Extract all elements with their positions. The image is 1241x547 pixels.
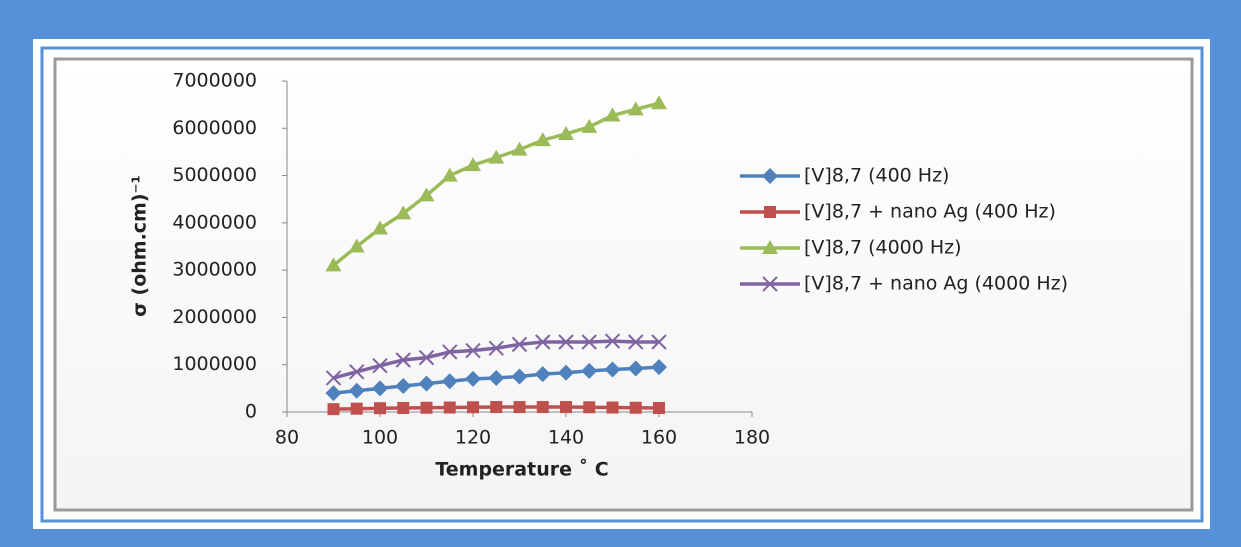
y-tick-label: 5000000	[172, 164, 257, 186]
legend-label: [V]8,7 + nano Ag (400 Hz)	[804, 201, 1056, 223]
data-point	[465, 370, 481, 387]
x-tick-label: 80	[275, 427, 299, 449]
data-point	[581, 118, 598, 133]
data-point	[348, 382, 365, 399]
data-point	[372, 220, 388, 235]
data-point	[581, 334, 597, 350]
data-point	[558, 125, 574, 140]
data-point	[488, 340, 504, 356]
x-tick-label: 120	[455, 427, 491, 449]
data-point	[651, 334, 667, 350]
data-point	[395, 205, 412, 220]
data-point	[558, 364, 574, 381]
data-point	[420, 401, 433, 414]
data-point	[465, 342, 481, 359]
data-point	[488, 369, 505, 386]
data-point	[418, 187, 435, 202]
data-point	[627, 360, 644, 377]
data-point	[350, 402, 363, 415]
data-point	[653, 401, 665, 414]
data-point	[372, 357, 388, 374]
data-point	[604, 333, 621, 349]
data-point	[535, 334, 551, 350]
data-point	[558, 334, 574, 350]
data-point	[511, 336, 528, 353]
y-tick-label: 0	[245, 401, 257, 423]
data-point	[534, 132, 551, 147]
data-point	[465, 157, 481, 172]
data-point	[325, 370, 342, 386]
x-tick-label: 140	[548, 427, 584, 449]
data-point	[627, 101, 644, 116]
data-point	[511, 141, 528, 156]
data-point	[604, 107, 621, 122]
y-tick-label: 2000000	[172, 306, 257, 328]
data-point	[325, 385, 342, 402]
x-tick-label: 100	[362, 427, 398, 449]
data-point	[397, 401, 410, 414]
data-point	[348, 238, 365, 253]
data-point	[629, 401, 642, 414]
data-point	[441, 167, 458, 182]
y-tick-label: 4000000	[172, 211, 257, 233]
y-axis-title: σ (ohm.cm)⁻¹	[129, 175, 151, 317]
frame-inner	[40, 46, 1204, 523]
legend-marker	[764, 206, 776, 218]
legend-label: [V]8,7 (400 Hz)	[804, 165, 949, 187]
data-point	[442, 344, 458, 360]
data-point	[490, 401, 503, 414]
data-point	[536, 401, 549, 414]
y-tick-label: 7000000	[172, 70, 257, 92]
y-tick-label: 6000000	[172, 117, 257, 139]
data-point	[583, 401, 596, 414]
data-point	[443, 401, 456, 414]
data-point	[628, 334, 644, 350]
data-point	[581, 362, 598, 379]
data-point	[651, 95, 667, 110]
legend-marker	[762, 240, 778, 254]
data-point	[441, 373, 458, 390]
data-point	[534, 366, 551, 383]
legend-marker	[762, 276, 778, 292]
data-point	[511, 368, 528, 385]
data-point	[606, 401, 619, 414]
x-tick-label: 160	[641, 427, 677, 449]
data-point	[651, 359, 667, 376]
data-point	[604, 361, 621, 378]
legend-label: [V]8,7 (4000 Hz)	[804, 237, 962, 259]
legend-marker	[762, 168, 778, 184]
data-point	[325, 257, 342, 272]
data-point	[349, 364, 365, 380]
legend-label: [V]8,7 + nano Ag (4000 Hz)	[804, 273, 1068, 295]
data-point	[560, 401, 572, 414]
data-point	[488, 149, 505, 164]
data-point	[418, 349, 435, 366]
data-point	[395, 377, 412, 394]
data-point	[372, 380, 388, 397]
data-point	[418, 375, 435, 392]
x-axis-title: Temperature ˚ C	[435, 458, 608, 481]
data-point	[395, 352, 411, 368]
data-point	[327, 403, 340, 416]
x-tick-label: 180	[734, 427, 770, 449]
data-point	[513, 401, 526, 414]
data-point	[374, 402, 386, 415]
y-tick-label: 3000000	[172, 259, 257, 281]
chart-area	[53, 57, 1194, 512]
data-point	[467, 401, 479, 414]
y-tick-label: 1000000	[172, 353, 257, 375]
